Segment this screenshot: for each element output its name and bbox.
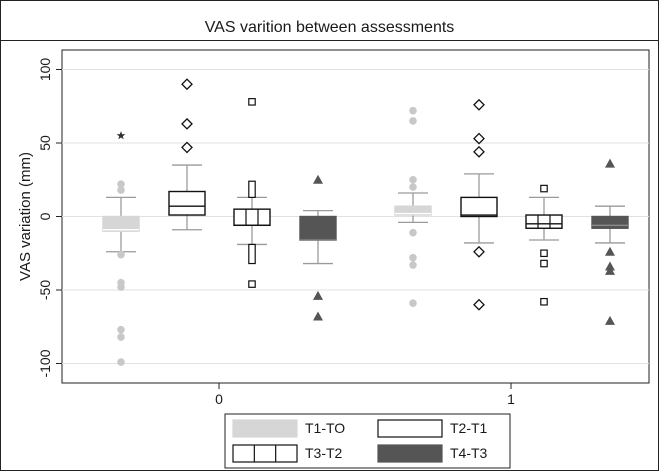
- legend-swatch: [377, 419, 443, 438]
- axes: -100 -50 0 50 100 0 1: [37, 58, 515, 407]
- outlier-triangle: [313, 290, 323, 300]
- outlier-square: [248, 280, 256, 288]
- legend-label: T4-T3: [450, 445, 488, 461]
- box: [394, 205, 432, 216]
- outlier-circle: [409, 261, 417, 269]
- box: [460, 196, 498, 218]
- legend: T1-TO T2-T1 T3-T2 T4-T3: [224, 413, 511, 469]
- narrow-box: [248, 180, 256, 198]
- box: [525, 214, 563, 229]
- narrow-box: [248, 243, 256, 265]
- legend-label: T1-TO: [305, 420, 345, 436]
- legend-swatch: [232, 419, 298, 438]
- outlier-diamond: [181, 141, 193, 154]
- y-axis-label: VAS variation (mm): [17, 152, 34, 281]
- box: [102, 215, 140, 232]
- outlier-star: [116, 131, 126, 140]
- chart-marks: [102, 78, 629, 366]
- outlier-triangle: [313, 174, 323, 184]
- outlier-diamond: [473, 145, 485, 158]
- outlier-circle: [117, 358, 125, 366]
- outlier-diamond: [473, 245, 485, 258]
- legend-swatch: [377, 444, 443, 463]
- outlier-circle: [409, 183, 417, 191]
- box: [168, 190, 206, 216]
- outlier-circle: [409, 299, 417, 308]
- box: [591, 215, 629, 229]
- outlier-circle: [117, 283, 125, 291]
- outlier-circle: [409, 253, 417, 262]
- y-tick-label: 0: [37, 212, 53, 220]
- outlier-circle: [409, 228, 417, 237]
- outlier-circle: [117, 180, 125, 188]
- grid-lines: [62, 69, 649, 364]
- outlier-circle: [409, 117, 417, 125]
- y-tick-label: 50: [37, 135, 53, 151]
- outlier-triangle: [605, 265, 615, 275]
- legend-label: T3-T2: [305, 445, 343, 461]
- outlier-circle: [409, 175, 417, 184]
- outlier-square: [540, 249, 548, 258]
- outlier-square: [540, 297, 548, 306]
- outlier-diamond: [181, 78, 193, 91]
- outlier-triangle: [605, 315, 615, 325]
- outlier-diamond: [473, 132, 485, 145]
- chart-title: VAS varition between assessments: [205, 19, 455, 36]
- box: [233, 208, 271, 227]
- outlier-diamond: [181, 117, 193, 130]
- y-tick-label: -50: [37, 280, 53, 300]
- y-tick-label: -100: [37, 349, 53, 377]
- outlier-diamond: [473, 298, 485, 311]
- outlier-circle: [409, 106, 417, 115]
- y-tick-label: 100: [37, 58, 53, 82]
- outlier-circle: [117, 325, 125, 334]
- title-bar: [0, 0, 659, 41]
- outlier-square: [540, 259, 548, 268]
- outlier-square: [248, 98, 256, 106]
- outlier-square: [540, 184, 548, 193]
- legend-label: T2-T1: [450, 420, 488, 436]
- outlier-triangle: [313, 311, 323, 321]
- x-tick-label: 0: [215, 391, 223, 407]
- outlier-circle: [117, 250, 125, 259]
- box: [299, 215, 337, 241]
- outlier-diamond: [473, 98, 485, 111]
- outlier-triangle: [605, 246, 615, 256]
- outlier-circle: [117, 333, 125, 341]
- outlier-circle: [117, 186, 125, 194]
- legend-swatch: [232, 444, 298, 463]
- x-tick-label: 1: [507, 391, 515, 407]
- outlier-triangle: [605, 158, 615, 168]
